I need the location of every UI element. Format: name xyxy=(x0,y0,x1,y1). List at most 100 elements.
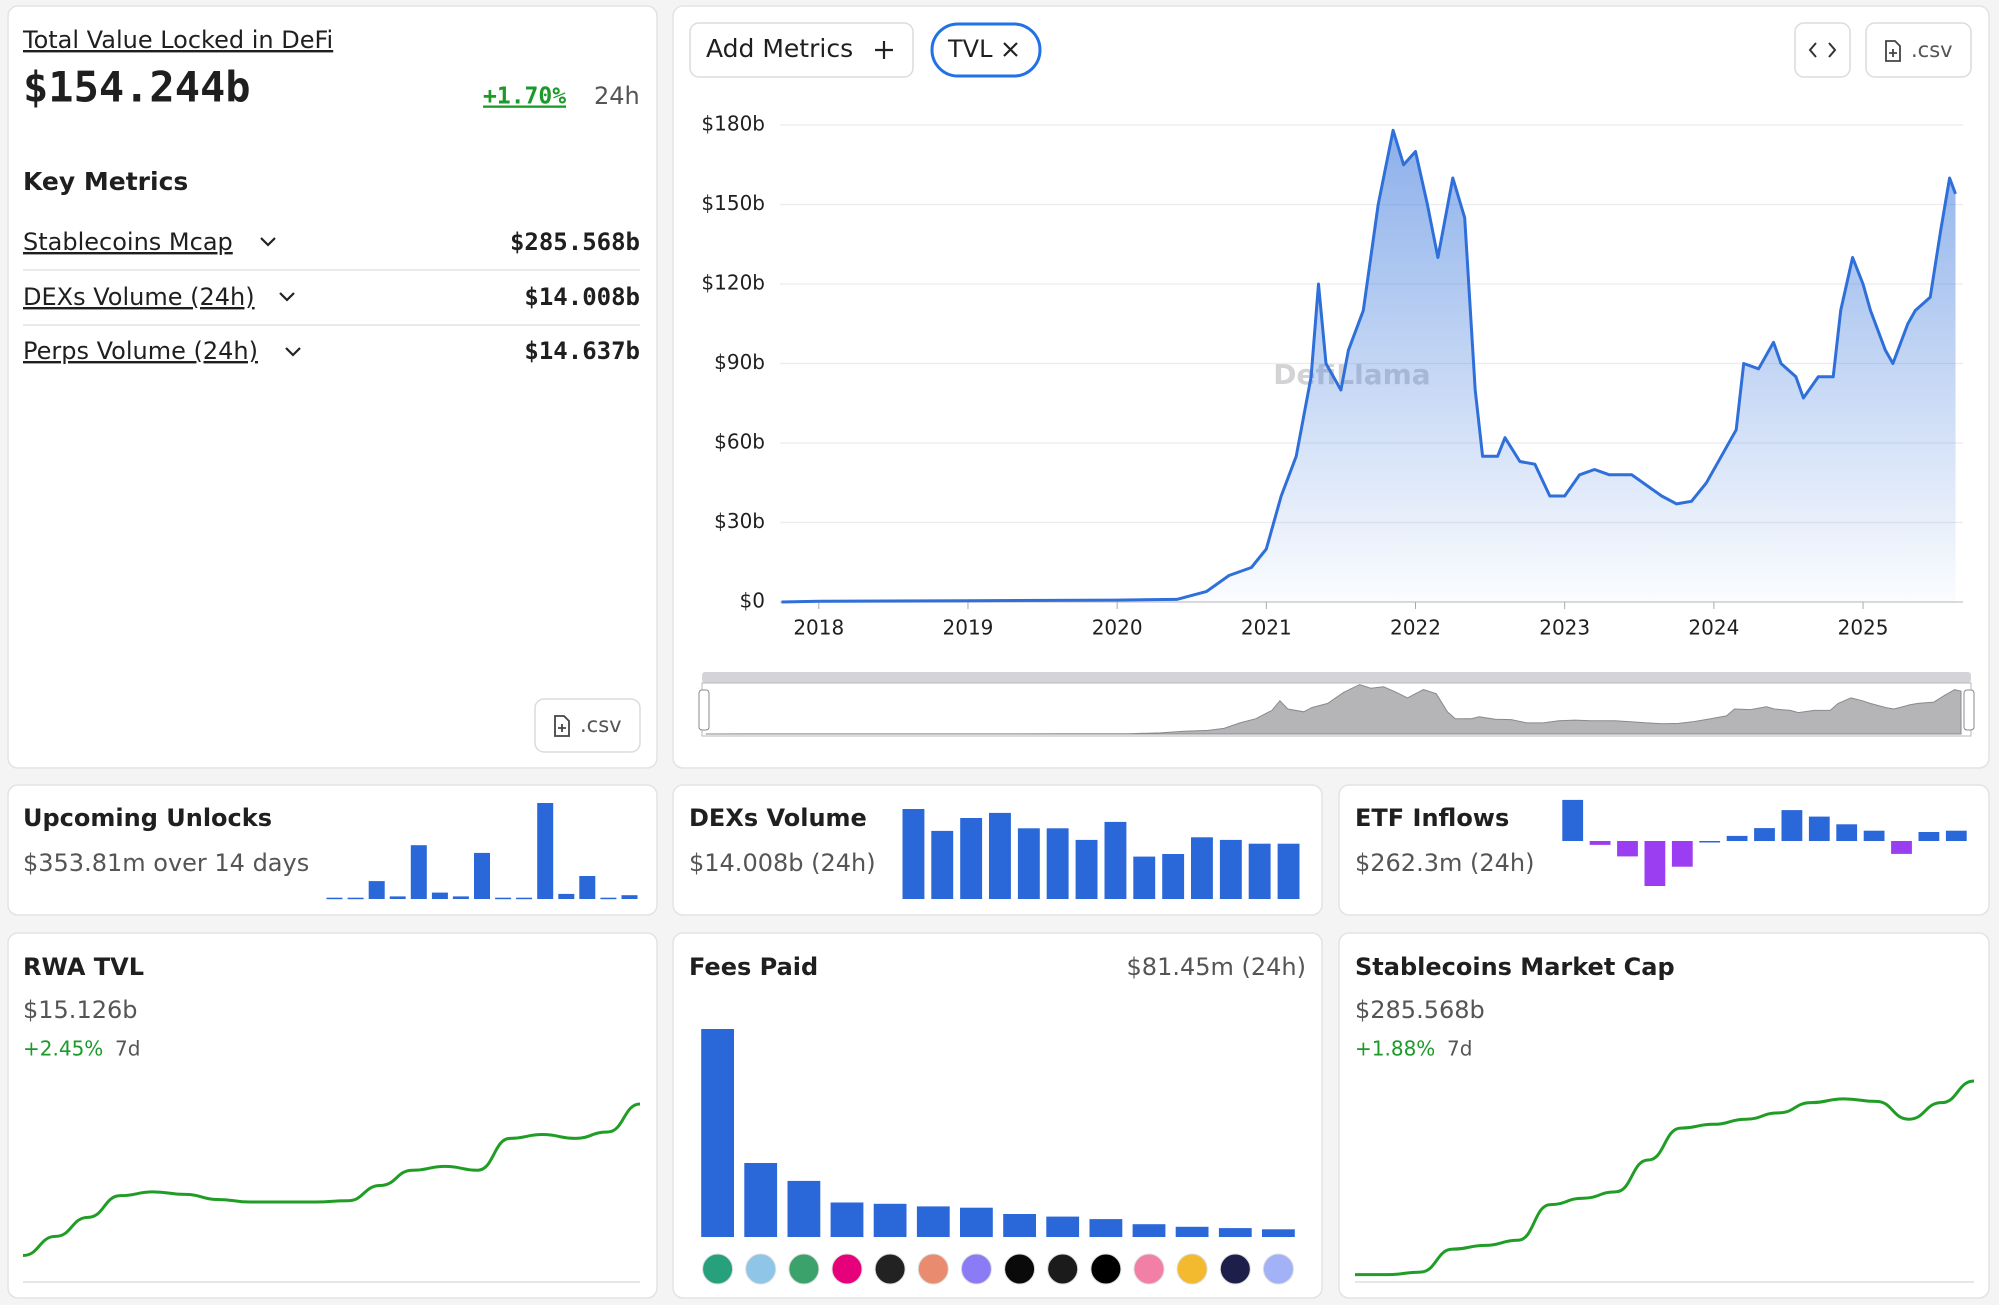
tvl-chart: $0 $30b $60b $90b $120b $150b $180b 2018 2019 202… xyxy=(701,112,1963,640)
card[interactable] xyxy=(672,932,1323,1299)
bar xyxy=(1046,828,1069,899)
sparkline xyxy=(22,1102,641,1258)
protocol-icon xyxy=(1090,1253,1122,1285)
y-tick-label: $120b xyxy=(701,271,765,295)
y-tick-label: $0 xyxy=(740,589,765,613)
bar xyxy=(1219,839,1242,899)
bar xyxy=(830,1202,864,1237)
bar xyxy=(1644,841,1666,886)
protocol-icon xyxy=(1176,1253,1208,1285)
area xyxy=(705,684,1962,735)
bar xyxy=(347,897,364,900)
card-value: $81.45m (24h) xyxy=(1127,953,1306,981)
bar xyxy=(495,897,512,900)
bar xyxy=(326,897,343,900)
card-change: +1.88% xyxy=(1355,1037,1435,1061)
bar xyxy=(931,830,954,899)
metric-label[interactable]: DEXs Volume (24h) xyxy=(23,283,255,311)
bar xyxy=(1017,828,1040,899)
bar xyxy=(431,892,448,899)
metric-value: $14.008b xyxy=(524,283,640,311)
card-title: ETF Inflows xyxy=(1355,804,1509,832)
bar xyxy=(1754,828,1775,841)
y-tick-label: $150b xyxy=(701,191,765,215)
bar xyxy=(1918,832,1940,841)
y-tick-label: $30b xyxy=(714,509,765,533)
bar xyxy=(368,881,385,899)
remove-icon[interactable] xyxy=(1003,42,1018,57)
brush-bar[interactable] xyxy=(702,672,1971,683)
card[interactable] xyxy=(7,784,658,916)
brush-handle[interactable] xyxy=(698,689,710,731)
bar xyxy=(1277,843,1300,899)
card-value: $285.568b xyxy=(1355,996,1485,1024)
chip-label: TVL xyxy=(947,35,993,63)
csv-label[interactable]: .csv xyxy=(1911,38,1953,62)
x-tick-label: 2018 xyxy=(793,616,844,640)
bar xyxy=(1781,810,1803,841)
bar xyxy=(452,896,469,899)
tvl-value: $154.244b xyxy=(23,63,251,112)
bar xyxy=(989,812,1011,899)
card-title: Fees Paid xyxy=(689,953,818,981)
tvl-title[interactable]: Total Value Locked in DeFi xyxy=(22,26,333,54)
bar xyxy=(1191,837,1213,899)
bar xyxy=(389,896,406,899)
bar xyxy=(916,1206,950,1237)
bar xyxy=(787,1180,821,1237)
protocol-icon xyxy=(1219,1253,1251,1285)
bar xyxy=(1726,835,1748,841)
bar xyxy=(621,895,638,899)
bar xyxy=(1617,841,1638,857)
bar xyxy=(516,897,533,900)
card-period: 7d xyxy=(1447,1037,1472,1061)
embed-button[interactable] xyxy=(1794,22,1851,78)
bar xyxy=(410,845,427,899)
card-subtitle: $14.008b (24h) xyxy=(689,849,876,877)
card-chart xyxy=(1355,1079,1975,1277)
y-tick-label: $180b xyxy=(701,112,765,136)
card-chart xyxy=(902,809,1300,899)
add-metrics-label[interactable]: Add Metrics xyxy=(706,34,853,63)
add-metrics-button[interactable] xyxy=(689,22,914,78)
code-icon xyxy=(1808,42,1837,58)
card[interactable] xyxy=(1338,932,1990,1299)
bar xyxy=(873,1203,907,1237)
metric-chip[interactable] xyxy=(930,22,1042,78)
bar xyxy=(1863,830,1885,841)
bar xyxy=(558,893,575,899)
protocol-icon xyxy=(745,1253,777,1285)
plus-icon xyxy=(875,41,893,59)
csv-label[interactable]: .csv xyxy=(580,713,622,737)
bar xyxy=(1089,1219,1123,1237)
brush-chart xyxy=(705,684,1962,735)
tvl-period: 24h xyxy=(594,82,640,110)
csv-button[interactable] xyxy=(1865,22,1972,78)
bar xyxy=(579,876,596,899)
brush-handle[interactable] xyxy=(1963,689,1975,731)
metric-label[interactable]: Perps Volume (24h) xyxy=(23,337,258,365)
protocol-icon xyxy=(874,1253,906,1285)
x-tick-label: 2020 xyxy=(1092,616,1143,640)
bar xyxy=(1808,816,1830,841)
x-tick-label: 2025 xyxy=(1838,616,1889,640)
y-tick-label: $60b xyxy=(714,430,765,454)
card[interactable] xyxy=(7,932,658,1299)
tvl-panel xyxy=(7,5,658,769)
bar xyxy=(1562,799,1584,841)
bar xyxy=(1248,843,1271,899)
protocol-icon xyxy=(1047,1253,1079,1285)
protocol-icon xyxy=(702,1253,734,1285)
bar xyxy=(1104,821,1127,899)
protocol-icon xyxy=(960,1253,992,1285)
bar xyxy=(1162,854,1185,899)
chevron-icons[interactable] xyxy=(260,237,301,357)
metric-value: $14.637b xyxy=(524,337,640,365)
bar xyxy=(744,1163,778,1237)
tvl-change: +1.70% xyxy=(483,84,566,110)
metric-label[interactable]: Stablecoins Mcap xyxy=(23,228,233,256)
csv-button[interactable] xyxy=(534,698,641,753)
x-tick-label: 2024 xyxy=(1688,616,1739,640)
x-tick-label: 2022 xyxy=(1390,616,1441,640)
bar xyxy=(1133,856,1156,899)
